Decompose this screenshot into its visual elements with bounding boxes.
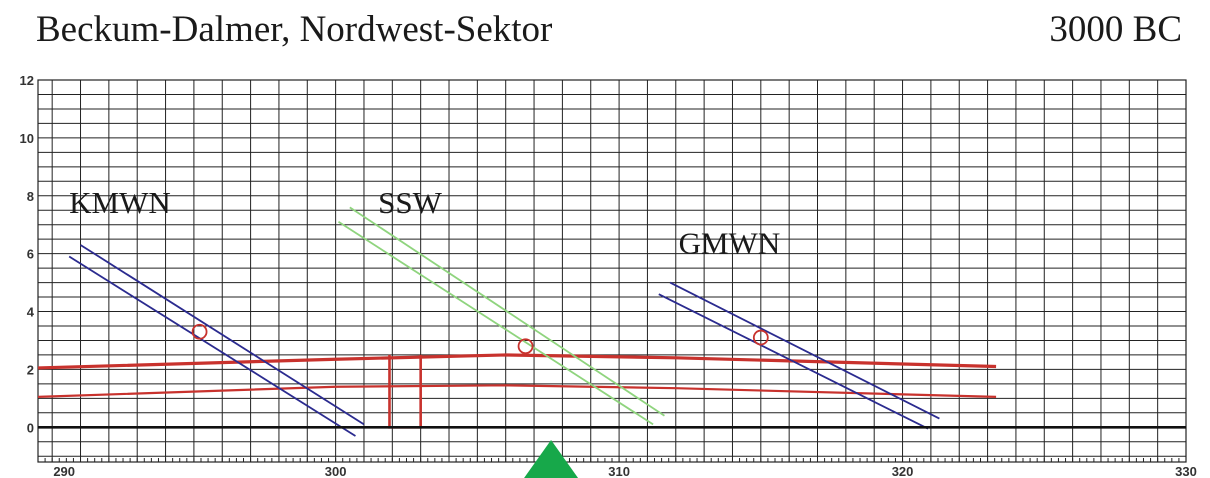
position-triangle [524, 440, 579, 478]
y-tick-label: 4 [27, 305, 35, 320]
series-lines: KMWN SSW GMWN [68, 185, 940, 437]
ground-lower-line [37, 384, 997, 398]
grid [37, 79, 1187, 463]
series-line [658, 293, 929, 430]
series-marker [752, 329, 769, 346]
series-line [349, 206, 665, 417]
y-tick-label: 2 [27, 362, 34, 377]
series-marker [517, 338, 534, 355]
series-line [68, 255, 356, 437]
x-tick-label: 320 [892, 464, 914, 478]
series-ssw: SSW [337, 185, 665, 426]
y-tick-label: 12 [20, 73, 34, 88]
y-tick-label: 6 [27, 247, 34, 262]
series-kmwn: KMWN [68, 185, 365, 437]
series-gmwn: GMWN [658, 226, 940, 430]
axes: 0 2 4 6 8 10 12 290 300 310 320 330 [20, 73, 1197, 478]
era-label: 3000 BC [1049, 9, 1182, 50]
series-line [80, 244, 365, 426]
chart-title: Beckum-Dalmer, Nordwest-Sektor [36, 9, 553, 50]
y-tick-label: 8 [27, 189, 34, 204]
series-line [669, 281, 940, 420]
x-tick-label: 310 [608, 464, 630, 478]
series-label: SSW [378, 185, 442, 220]
series-label: GMWN [679, 226, 781, 261]
series-line [337, 221, 654, 426]
x-tick-label: 290 [53, 464, 75, 478]
x-tick-label: 300 [325, 464, 347, 478]
y-tick-label: 10 [20, 131, 34, 146]
x-tick-label: 330 [1175, 464, 1197, 478]
series-marker [191, 323, 208, 340]
y-tick-label: 0 [27, 420, 34, 435]
series-label: KMWN [69, 185, 171, 220]
plot-frame [37, 79, 1187, 463]
